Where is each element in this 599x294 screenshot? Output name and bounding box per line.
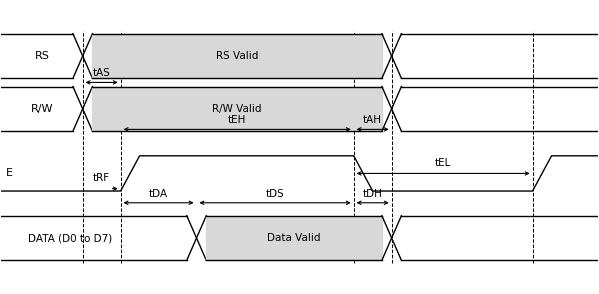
Text: Data Valid: Data Valid bbox=[267, 233, 321, 243]
Polygon shape bbox=[92, 34, 382, 78]
Text: tEL: tEL bbox=[435, 158, 451, 168]
Text: tDA: tDA bbox=[149, 189, 168, 199]
Text: RS Valid: RS Valid bbox=[216, 51, 258, 61]
Text: DATA (D0 to D7): DATA (D0 to D7) bbox=[28, 233, 112, 243]
Text: R/W Valid: R/W Valid bbox=[213, 104, 262, 114]
Text: tDS: tDS bbox=[266, 189, 285, 199]
Text: tAS: tAS bbox=[93, 68, 111, 78]
Text: tEH: tEH bbox=[228, 115, 246, 125]
Text: RS: RS bbox=[35, 51, 50, 61]
Text: tDH: tDH bbox=[363, 189, 383, 199]
Polygon shape bbox=[206, 216, 382, 260]
Text: E: E bbox=[6, 168, 13, 178]
Text: tAH: tAH bbox=[363, 115, 382, 125]
Text: tRF: tRF bbox=[93, 173, 110, 183]
Text: R/W: R/W bbox=[31, 104, 53, 114]
Polygon shape bbox=[92, 86, 382, 131]
